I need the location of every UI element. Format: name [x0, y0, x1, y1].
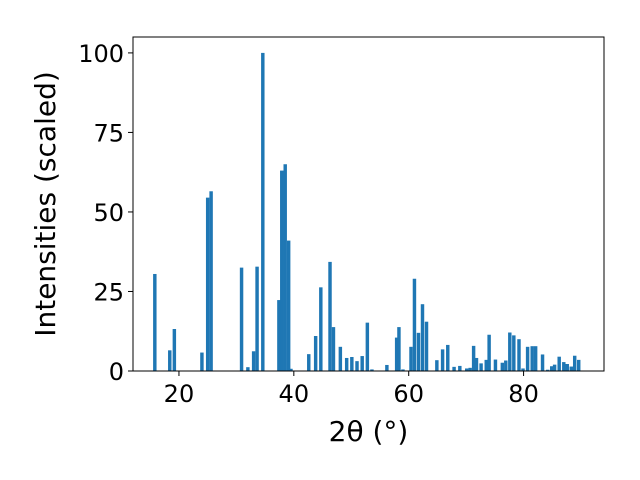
bar: [280, 170, 284, 371]
bar: [261, 52, 265, 372]
bar: [286, 240, 291, 371]
bar: [338, 346, 343, 371]
bar: [545, 369, 550, 371]
bar: [504, 360, 508, 371]
bar: [239, 267, 244, 371]
bar: [465, 368, 469, 371]
bar: [533, 346, 538, 371]
bar: [521, 368, 525, 371]
bar: [328, 261, 332, 371]
bar: [458, 365, 462, 371]
bar: [557, 356, 561, 371]
bar: [355, 361, 359, 371]
bar: [424, 321, 429, 371]
bar: [540, 354, 545, 371]
bar: [468, 367, 472, 371]
y-tick-label: 75: [93, 119, 124, 147]
y-tick-label: 0: [109, 358, 124, 386]
bar: [313, 336, 318, 371]
bar: [550, 366, 554, 371]
y-tick-label: 100: [78, 40, 124, 68]
bar: [344, 357, 349, 371]
bar: [565, 364, 569, 371]
bar: [484, 359, 488, 371]
x-tick-label: 20: [164, 380, 195, 408]
y-tick-label: 50: [93, 199, 124, 227]
bar: [517, 339, 521, 371]
bar: [209, 191, 213, 371]
bar: [420, 304, 425, 371]
bar: [200, 352, 204, 371]
bar: [572, 355, 577, 371]
x-tick-label: 80: [508, 380, 539, 408]
bar: [474, 357, 479, 371]
bar: [569, 366, 573, 371]
bar: [435, 360, 439, 371]
x-axis-ticks: 20 40 60 80: [164, 371, 539, 408]
bar: [360, 356, 364, 371]
bar: [277, 300, 281, 371]
bar: [283, 164, 287, 371]
bar: [446, 344, 450, 371]
bar: [370, 369, 374, 371]
bar: [525, 346, 530, 371]
x-axis-label: 2θ (°): [329, 415, 409, 448]
bar: [577, 359, 581, 371]
x-tick-label: 60: [393, 380, 424, 408]
bar: [409, 346, 413, 371]
bar: [401, 369, 405, 371]
bar: [255, 266, 259, 371]
bar: [412, 278, 417, 371]
bar: [479, 363, 483, 371]
bar: [251, 351, 256, 371]
bar: [365, 322, 370, 371]
bar: [246, 367, 250, 371]
bar: [493, 359, 498, 371]
bar: [487, 334, 491, 371]
bar: [385, 364, 389, 371]
bar: [394, 337, 399, 371]
bar: [552, 364, 557, 371]
plot-frame: [132, 36, 605, 372]
bar: [319, 287, 323, 371]
bar: [500, 362, 505, 371]
bar: [307, 354, 311, 371]
bar: [452, 366, 456, 371]
bar: [508, 332, 512, 371]
bar: [289, 368, 293, 371]
y-axis-ticks: 0 25 50 75 100: [78, 40, 133, 386]
bar: [440, 349, 445, 371]
bar: [331, 327, 336, 371]
bar: [172, 329, 177, 371]
bar: [168, 350, 172, 371]
bar: [530, 346, 534, 371]
bar: [512, 335, 516, 371]
bar: [562, 362, 566, 371]
bar: [416, 332, 421, 371]
y-tick-label: 25: [93, 278, 124, 306]
bar: [350, 357, 354, 371]
bar: [397, 327, 401, 371]
bar: [471, 345, 476, 371]
y-axis-label: Intensities (scaled): [29, 71, 62, 337]
bar: [153, 273, 157, 371]
bars-group: [153, 52, 581, 372]
x-tick-label: 40: [279, 380, 310, 408]
bar: [205, 197, 210, 371]
